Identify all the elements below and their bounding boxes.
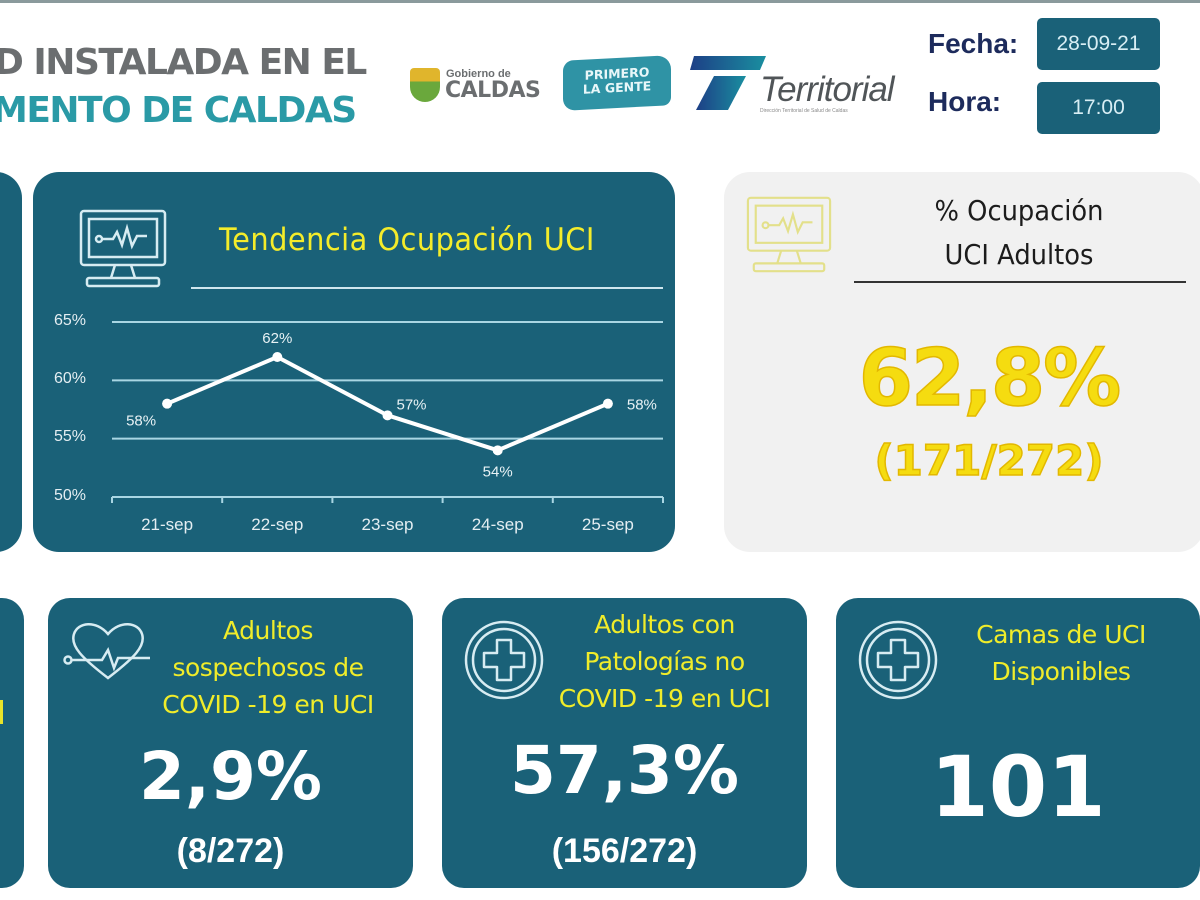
x-axis-label: 25-sep <box>581 515 634 534</box>
cropped-panel-left <box>0 172 22 552</box>
chart-title-divider <box>191 287 663 289</box>
caldas-shield-icon <box>410 68 440 102</box>
territorial-wordmark: Territorial <box>760 70 895 109</box>
page-title-line-1: D INSTALADA EN EL <box>0 42 367 83</box>
primero-la-gente-logo: PRIMERO LA GENTE <box>563 55 671 111</box>
hora-label: Hora: <box>928 86 1002 117</box>
data-label: 62% <box>262 330 292 347</box>
card-title-line: Camas de UCI <box>976 620 1146 649</box>
card-value: 57,3% <box>510 732 739 809</box>
occupancy-percentage: 62,8% <box>858 333 1122 425</box>
x-axis-label: 22-sep <box>251 515 304 534</box>
top-border <box>0 0 1200 3</box>
hora-value: 17:00 <box>1037 82 1160 134</box>
card-title-line: Adultos con <box>594 610 735 639</box>
card-title-line: Patologías no <box>584 647 745 676</box>
y-tick-50: 50% <box>54 487 87 504</box>
card-title-line: Disponibles <box>991 657 1131 686</box>
data-label: 54% <box>483 463 513 480</box>
territorial-subtitle: Dirección Territorial de Salud de Caldas <box>760 108 848 114</box>
occupancy-divider <box>854 281 1186 283</box>
y-tick-55: 55% <box>54 428 87 445</box>
trend-line-chart: 58% 62% 57% 54% 58% <box>111 321 664 503</box>
card-available-beds: Camas de UCI Disponibles 101 <box>836 598 1200 888</box>
chart-title: Tendencia Ocupación UCI <box>219 222 595 258</box>
data-label: 58% <box>627 397 657 414</box>
card-non-covid-pathologies: Adultos con Patologías no COVID -19 en U… <box>442 598 807 888</box>
trend-chart-panel: Tendencia Ocupación UCI 65% 60% 55% 50% … <box>33 172 675 552</box>
occupancy-panel: % Ocupación UCI Adultos 62,8% (171/272) <box>724 172 1200 552</box>
caldas-logo-small-text: Gobierno de <box>446 68 511 80</box>
card-fraction: (8/272) <box>176 832 285 870</box>
card-title: Adultos sospechosos de COVID -19 en UCI <box>128 612 408 723</box>
monitor-heartbeat-icon <box>79 209 167 288</box>
cropped-card-left <box>0 598 24 888</box>
caldas-logo-big-text: CALDAS <box>445 78 541 103</box>
card-title: Camas de UCI Disponibles <box>931 616 1191 690</box>
monitor-heartbeat-icon <box>746 196 832 273</box>
fecha-label: Fecha: <box>928 28 1019 59</box>
card-value: 2,9% <box>138 738 323 815</box>
data-label: 58% <box>126 413 156 430</box>
fecha-value: 28-09-21 <box>1037 18 1160 70</box>
territorial-logo: Territorial Dirección Territorial de Sal… <box>688 52 908 116</box>
card-fraction: (156/272) <box>551 832 698 870</box>
gobierno-caldas-logo: Gobierno de CALDAS <box>410 66 552 106</box>
x-axis-label: 24-sep <box>471 515 524 534</box>
card-value: 101 <box>930 738 1106 836</box>
cropped-yellow-text-fragment <box>0 700 3 724</box>
card-suspected-covid: Adultos sospechosos de COVID -19 en UCI … <box>48 598 413 888</box>
card-title-line: Adultos <box>223 616 313 645</box>
y-tick-65: 65% <box>54 312 87 329</box>
card-title-line: COVID -19 en UCI <box>162 690 374 719</box>
page-title-line-2: MENTO DE CALDAS <box>0 90 357 131</box>
card-title: Adultos con Patologías no COVID -19 en U… <box>522 606 807 717</box>
occupancy-title-line-2: UCI Adultos <box>944 238 1094 271</box>
x-axis-label: 23-sep <box>361 515 414 534</box>
card-title-line: sospechosos de <box>172 653 364 682</box>
heart-pulse-icon <box>63 623 150 680</box>
occupancy-title-line-1: % Ocupación <box>934 194 1104 227</box>
territorial-mark-icon <box>690 56 766 110</box>
medical-cross-icon <box>858 620 938 700</box>
y-tick-60: 60% <box>54 370 87 387</box>
card-title-line: COVID -19 en UCI <box>558 684 771 713</box>
medical-cross-icon <box>464 620 544 700</box>
occupancy-fraction: (171/272) <box>874 435 1105 486</box>
data-label: 57% <box>396 396 426 413</box>
x-axis-label: 21-sep <box>141 515 194 534</box>
